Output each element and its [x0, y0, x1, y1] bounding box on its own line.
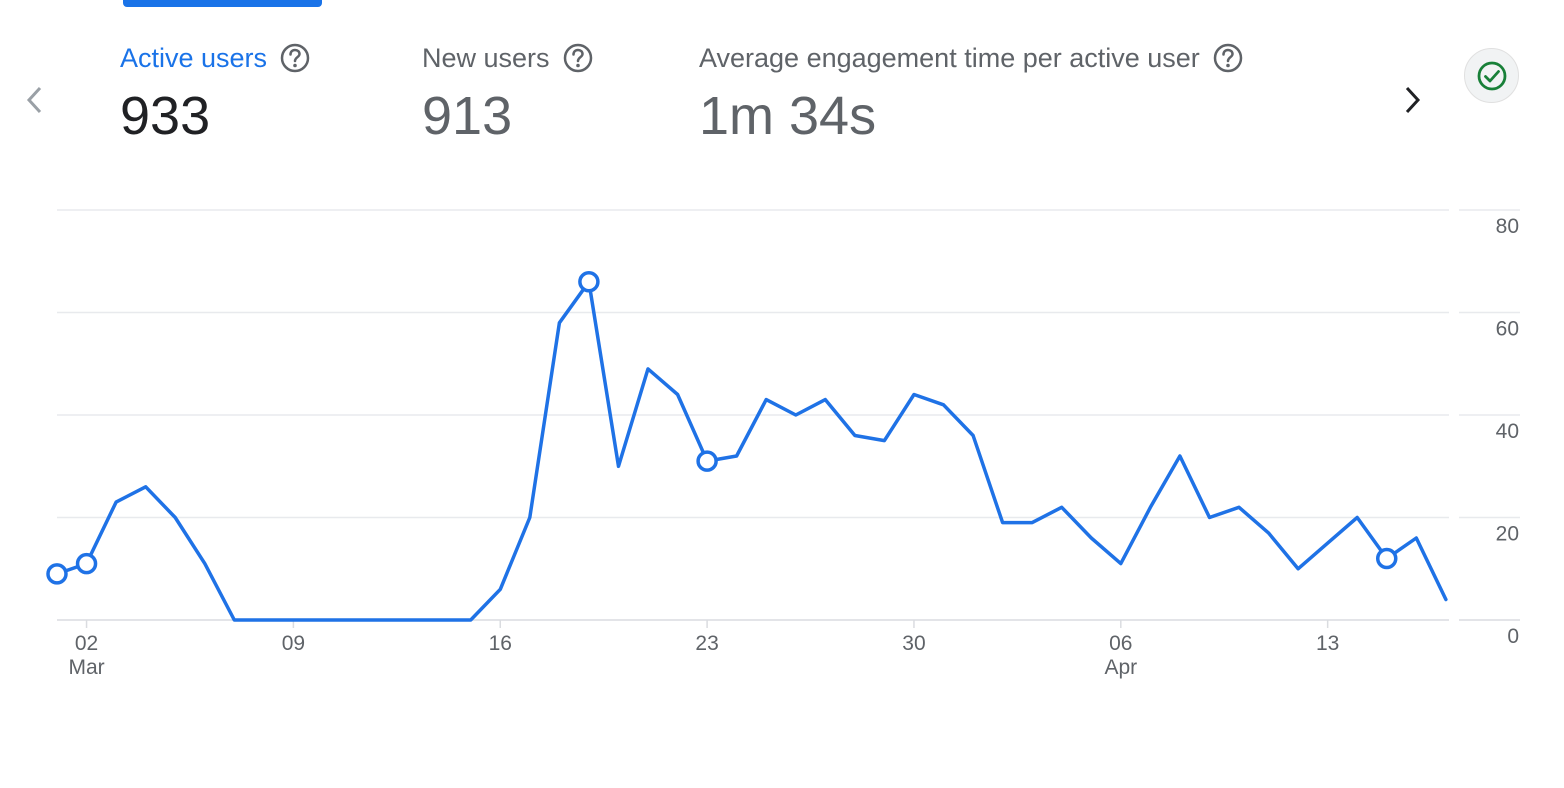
data-point [1355, 516, 1359, 520]
chevron-left-icon [26, 86, 42, 114]
data-point [764, 398, 768, 402]
data-point [498, 587, 502, 591]
x-tick-label: 13 [1316, 632, 1339, 655]
x-tick-sublabel: Apr [1104, 656, 1137, 679]
status-check-button[interactable] [1464, 48, 1519, 103]
metric-value: 933 [120, 86, 211, 146]
y-tick-label: 80 [1496, 215, 1519, 238]
chevron-right-icon [1405, 86, 1421, 114]
data-point [1030, 521, 1034, 525]
data-point [528, 516, 532, 520]
x-tick-label: 06 [1109, 632, 1132, 655]
data-point [262, 618, 266, 622]
data-point [114, 500, 118, 504]
data-point [1089, 536, 1093, 540]
data-point-marker [696, 450, 718, 472]
data-point [291, 618, 295, 622]
y-tick-label: 60 [1496, 318, 1519, 341]
metric-average-engagement-time[interactable]: Average engagement time per active user … [699, 38, 1244, 146]
y-tick-label: 40 [1496, 420, 1519, 443]
data-point [232, 618, 236, 622]
data-point [557, 321, 561, 325]
data-point [1237, 505, 1241, 509]
y-tick-label: 0 [1507, 625, 1519, 648]
data-point [1444, 598, 1448, 602]
x-tick-label: 16 [489, 632, 512, 655]
selected-tab-indicator [123, 0, 322, 7]
data-point [321, 618, 325, 622]
metric-value: 1m 34s [699, 86, 877, 146]
data-point-marker [1376, 547, 1398, 570]
data-point [439, 618, 443, 622]
metric-label: New users [422, 43, 550, 73]
data-point [1148, 505, 1152, 509]
data-point [646, 367, 650, 371]
x-tick-label: 09 [282, 632, 305, 655]
y-axis: 0 20 40 60 80 [1496, 215, 1519, 648]
data-point [971, 434, 975, 438]
series-line-active-users [55, 280, 1448, 622]
y-tick-label: 20 [1496, 523, 1519, 546]
previous-metrics-button[interactable] [20, 82, 50, 118]
data-point-marker [75, 552, 98, 575]
data-point [1267, 531, 1271, 535]
metric-label: Average engagement time per active user [699, 43, 1200, 73]
data-point [942, 403, 946, 407]
x-tick-label: 02 [75, 632, 98, 655]
data-point [469, 618, 473, 622]
data-point [144, 485, 148, 489]
x-tick-label: 30 [902, 632, 925, 655]
data-point [1001, 521, 1005, 525]
x-tick-label: 23 [695, 632, 718, 655]
data-point [1326, 541, 1330, 545]
check-circle-icon [1477, 61, 1506, 90]
data-point-marker [46, 563, 68, 585]
data-point [1119, 562, 1123, 566]
data-point [1207, 516, 1211, 520]
data-point [912, 393, 916, 397]
help-circle-icon[interactable] [279, 42, 311, 74]
x-tick-sublabel: Mar [68, 656, 104, 679]
data-point [351, 618, 355, 622]
metric-active-users[interactable]: Active users 933 [120, 38, 311, 146]
metric-value: 913 [422, 86, 513, 146]
data-point [823, 398, 827, 402]
help-circle-icon[interactable] [1212, 42, 1244, 74]
data-point [676, 393, 680, 397]
data-point [1178, 454, 1182, 458]
gridlines [57, 209, 1520, 621]
data-point [380, 618, 384, 622]
data-point [410, 618, 414, 622]
data-point-marker [578, 271, 600, 293]
data-point [173, 516, 177, 520]
metric-label: Active users [120, 43, 268, 73]
series-active-users [46, 271, 1448, 622]
data-point [1296, 567, 1300, 571]
data-point [853, 434, 857, 438]
data-point [794, 413, 798, 417]
data-point [616, 464, 620, 468]
data-point [1060, 505, 1064, 509]
help-circle-icon[interactable] [562, 42, 594, 74]
next-metrics-button[interactable] [1398, 82, 1428, 118]
metric-new-users[interactable]: New users 913 [422, 38, 594, 146]
data-point [882, 439, 886, 443]
data-point [203, 562, 207, 566]
data-point [1414, 536, 1418, 540]
data-point [735, 454, 739, 458]
